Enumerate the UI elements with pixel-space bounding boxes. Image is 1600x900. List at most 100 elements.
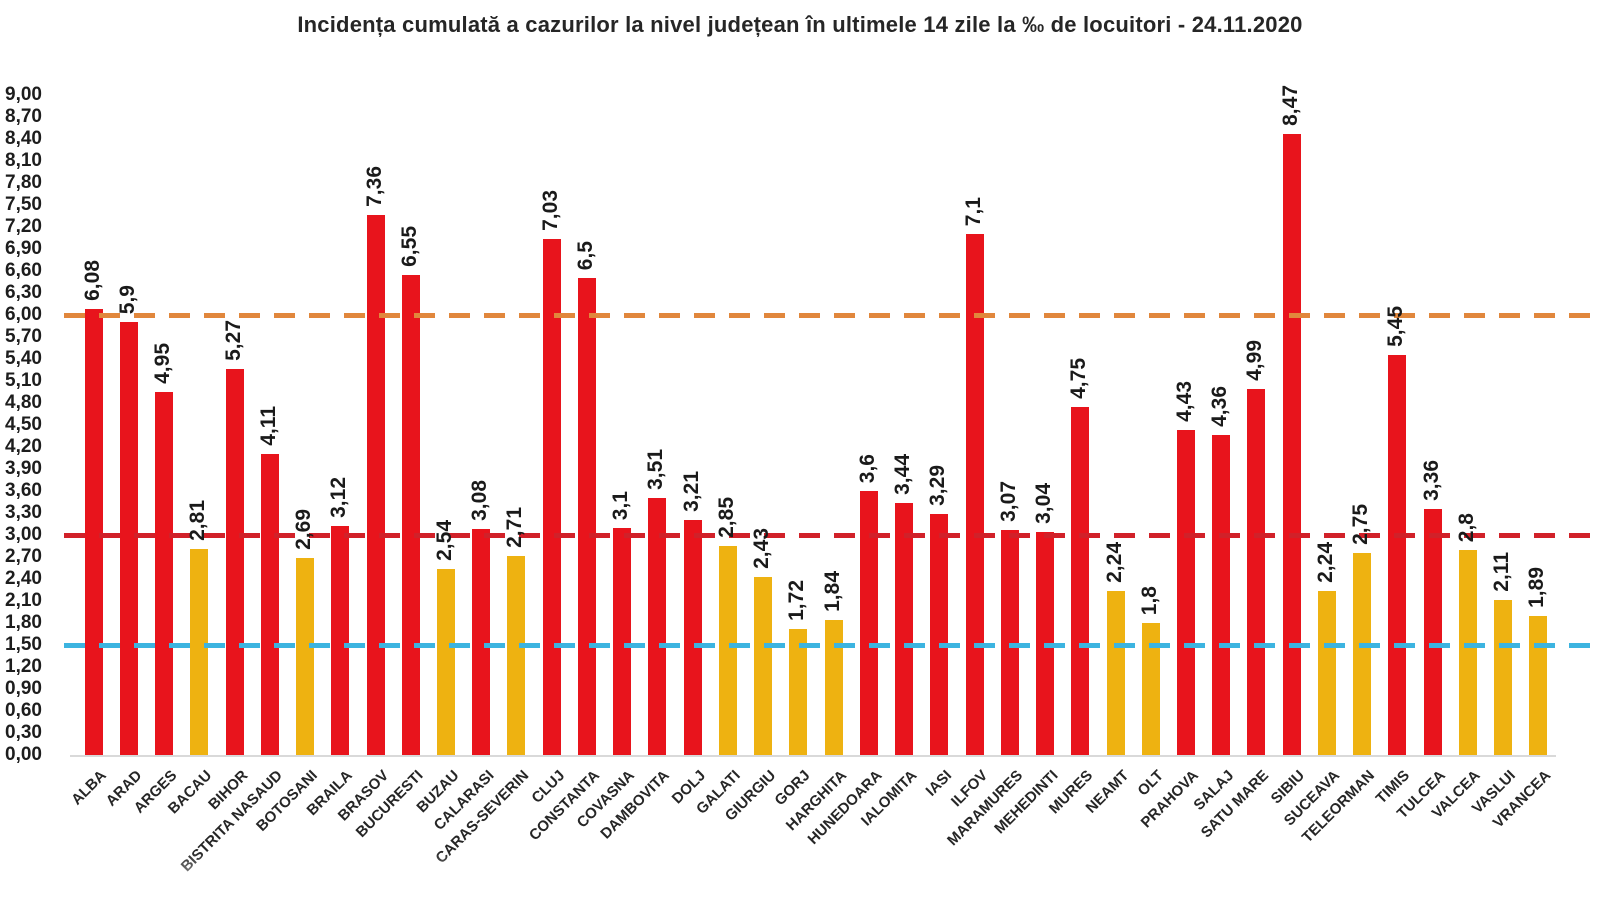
chart-title: Incidența cumulată a cazurilor la nivel … [297, 12, 1303, 37]
x-axis-category-label: ALBA [68, 767, 111, 809]
bar-value-label: 2,24 [1103, 542, 1126, 583]
bar [1283, 134, 1301, 755]
y-axis-tick-label: 3,90 [5, 458, 42, 479]
bar [226, 369, 244, 755]
y-axis-tick-label: 5,10 [5, 370, 42, 391]
y-axis-tick-label: 7,50 [5, 194, 42, 215]
y-axis-tick-label: 9,00 [5, 84, 42, 105]
threshold-line-red [64, 533, 1600, 538]
bar [613, 528, 631, 755]
bar-value-label: 6,55 [398, 226, 421, 267]
bar [895, 503, 913, 755]
y-axis-tick-label: 8,10 [5, 150, 42, 171]
bar-value-label: 2,11 [1490, 552, 1513, 592]
bar-value-label: 3,36 [1420, 460, 1443, 501]
bar-value-label: 2,43 [750, 528, 773, 569]
bar-value-label: 3,07 [997, 481, 1020, 522]
y-axis-tick-label: 3,60 [5, 480, 42, 501]
bar [789, 629, 807, 755]
bar-value-label: 2,81 [186, 500, 209, 541]
bar [1494, 600, 1512, 755]
bar [1388, 355, 1406, 755]
y-axis-tick-label: 4,80 [5, 392, 42, 413]
bar [648, 498, 666, 755]
bar [367, 215, 385, 755]
bar-value-label: 3,12 [327, 477, 350, 518]
bar [825, 620, 843, 755]
bar [578, 278, 596, 755]
y-axis-tick-label: 4,20 [5, 436, 42, 457]
y-axis-tick-label: 7,20 [5, 216, 42, 237]
y-axis-tick-label: 8,70 [5, 106, 42, 127]
bar [331, 526, 349, 755]
y-axis-tick-label: 3,00 [5, 524, 42, 545]
bottom-fade [0, 852, 1600, 900]
bar [543, 239, 561, 755]
bar [155, 392, 173, 755]
bar [930, 514, 948, 755]
y-axis-tick-label: 2,40 [5, 568, 42, 589]
y-axis-tick-label: 7,80 [5, 172, 42, 193]
y-axis-tick-label: 6,90 [5, 238, 42, 259]
bar-value-label: 4,75 [1067, 358, 1090, 399]
bar-value-label: 1,72 [785, 580, 808, 621]
bar-value-label: 5,27 [222, 320, 245, 361]
bar-value-label: 4,43 [1173, 381, 1196, 422]
y-axis-tick-label: 1,50 [5, 634, 42, 655]
bar-value-label: 5,45 [1384, 306, 1407, 347]
y-axis-tick-label: 1,80 [5, 612, 42, 633]
threshold-line-orange [64, 313, 1600, 318]
bar-value-label: 3,44 [891, 454, 914, 495]
bar [1001, 530, 1019, 755]
bar-value-label: 2,8 [1455, 512, 1478, 542]
bar-value-label: 3,6 [856, 453, 879, 483]
bar [1177, 430, 1195, 755]
y-axis-tick-label: 5,40 [5, 348, 42, 369]
bar-value-label: 3,29 [926, 465, 949, 506]
bar-value-label: 2,71 [503, 507, 526, 548]
bar-value-label: 1,89 [1525, 567, 1548, 608]
y-axis-tick-label: 8,40 [5, 128, 42, 149]
bar [1318, 591, 1336, 755]
bar [1071, 407, 1089, 755]
bar [684, 520, 702, 755]
y-axis-tick-label: 0,00 [5, 744, 42, 765]
bar [1424, 509, 1442, 755]
bar-value-label: 6,5 [574, 240, 597, 270]
bar-value-label: 1,84 [821, 571, 844, 612]
bar [472, 529, 490, 755]
bar [261, 454, 279, 755]
bar [1142, 623, 1160, 755]
y-axis-tick-label: 2,10 [5, 590, 42, 611]
bar [1529, 616, 1547, 755]
threshold-line-blue [64, 643, 1600, 648]
y-axis-tick-label: 0,60 [5, 700, 42, 721]
y-axis-tick-label: 6,60 [5, 260, 42, 281]
bar [120, 322, 138, 755]
bar-value-label: 5,9 [116, 284, 139, 314]
y-axis-tick-label: 2,70 [5, 546, 42, 567]
bar-value-label: 2,54 [433, 520, 456, 561]
bar-value-label: 3,51 [644, 449, 667, 490]
bar [190, 549, 208, 755]
bar [85, 309, 103, 755]
y-axis-tick-label: 3,30 [5, 502, 42, 523]
bar-value-label: 1,8 [1138, 585, 1161, 615]
bar [1107, 591, 1125, 755]
bar-value-label: 4,99 [1243, 340, 1266, 381]
bar-value-label: 4,11 [257, 406, 280, 446]
bar-value-label: 4,95 [151, 343, 174, 384]
bar-value-label: 2,69 [292, 509, 315, 550]
bar-value-label: 2,24 [1314, 542, 1337, 583]
bar [1353, 553, 1371, 755]
y-axis-tick-label: 6,30 [5, 282, 42, 303]
y-axis-tick-label: 0,30 [5, 722, 42, 743]
bar [860, 491, 878, 755]
bar-value-label: 3,1 [609, 490, 632, 520]
bar-value-label: 7,03 [539, 190, 562, 231]
bar [507, 556, 525, 755]
bar-value-label: 7,36 [363, 166, 386, 207]
bar [754, 577, 772, 755]
bar [1212, 435, 1230, 755]
